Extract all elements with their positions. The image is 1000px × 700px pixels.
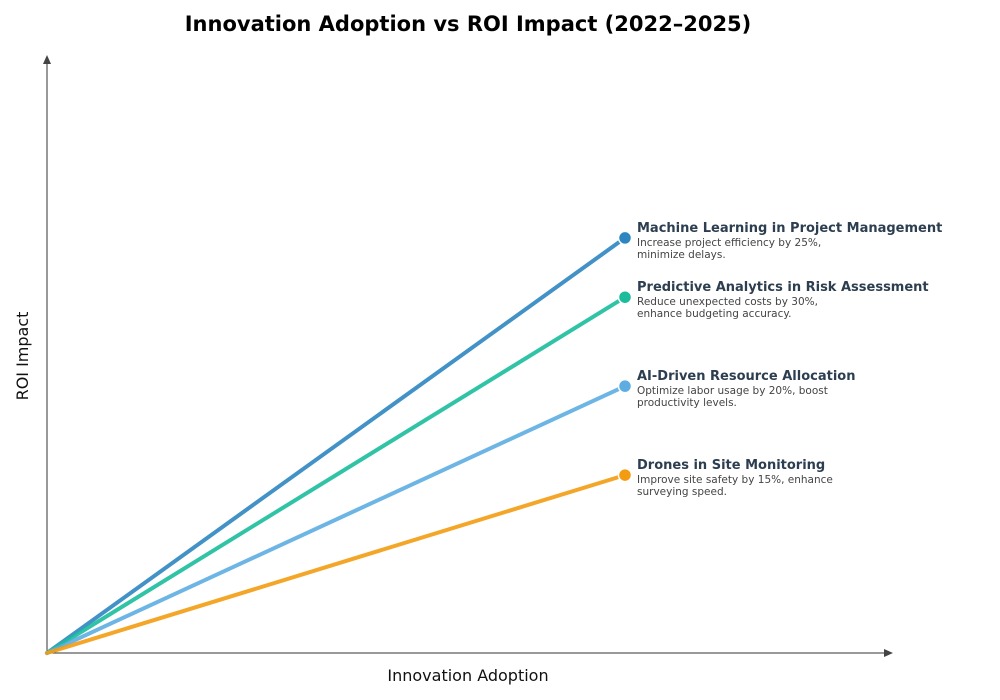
series-name-label-3: Drones in Site Monitoring bbox=[637, 458, 825, 473]
series-end-point-0 bbox=[617, 230, 633, 246]
series-layer: Machine Learning in Project ManagementIn… bbox=[45, 221, 942, 655]
series-description-line2-2: productivity levels. bbox=[637, 397, 737, 409]
series-description-line2-0: minimize delays. bbox=[637, 249, 726, 261]
series-line-1 bbox=[45, 295, 627, 655]
series-end-point-1 bbox=[617, 289, 633, 305]
series-description-line1-1: Reduce unexpected costs by 30%, bbox=[637, 296, 818, 308]
series-description-line1-0: Increase project efficiency by 25%, bbox=[637, 237, 821, 249]
series-name-label-2: AI-Driven Resource Allocation bbox=[637, 369, 855, 384]
x-axis-label: Innovation Adoption bbox=[387, 666, 548, 685]
y-axis-label: ROI Impact bbox=[13, 312, 32, 401]
series-end-point-2 bbox=[617, 378, 633, 394]
series-description-line1-3: Improve site safety by 15%, enhance bbox=[637, 474, 833, 486]
x-axis-arrow bbox=[884, 649, 893, 657]
series-description-line2-3: surveying speed. bbox=[637, 486, 727, 498]
y-axis-arrow bbox=[43, 55, 51, 64]
series-line-0 bbox=[45, 235, 627, 655]
series-line-3 bbox=[45, 473, 627, 655]
series-name-label-1: Predictive Analytics in Risk Assessment bbox=[637, 280, 929, 295]
series-end-point-3 bbox=[617, 467, 633, 483]
series-name-label-0: Machine Learning in Project Management bbox=[637, 221, 942, 236]
chart-title: Innovation Adoption vs ROI Impact (2022–… bbox=[185, 12, 752, 36]
series-description-line2-1: enhance budgeting accuracy. bbox=[637, 308, 791, 320]
series-line-2 bbox=[45, 384, 627, 655]
series-description-line1-2: Optimize labor usage by 20%, boost bbox=[637, 385, 828, 397]
